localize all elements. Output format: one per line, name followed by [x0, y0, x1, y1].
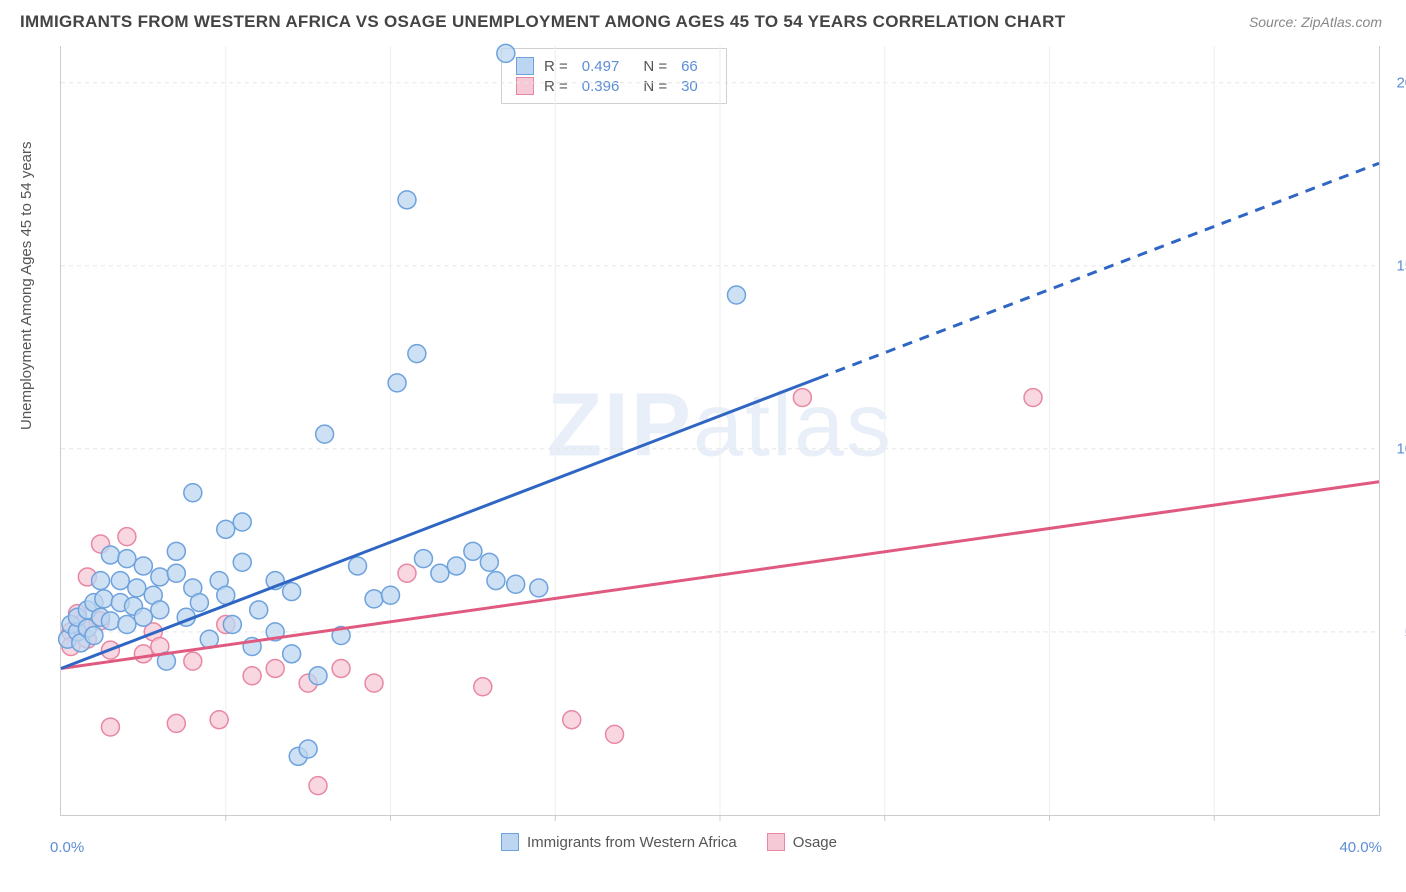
bottom-legend-label-s2: Osage: [793, 834, 837, 851]
legend-swatch-s2-bottom: [767, 833, 785, 851]
y-tick-label: 20.0%: [1384, 74, 1406, 91]
y-tick-label: 10.0%: [1384, 441, 1406, 458]
chart-title: IMMIGRANTS FROM WESTERN AFRICA VS OSAGE …: [20, 12, 1065, 32]
source-attribution: Source: ZipAtlas.com: [1249, 14, 1382, 30]
plot-area: ZIPatlas R = 0.497 N = 66 R = 0.396 N = …: [60, 46, 1380, 816]
y-tick-label: 15.0%: [1384, 258, 1406, 275]
bottom-legend-item-s2: Osage: [767, 833, 837, 851]
y-axis-title: Unemployment Among Ages 45 to 54 years: [18, 141, 35, 430]
x-axis-max-label: 40.0%: [1339, 839, 1382, 856]
chart-svg: [61, 46, 1379, 815]
bottom-legend-item-s1: Immigrants from Western Africa: [501, 833, 737, 851]
x-axis-min-label: 0.0%: [50, 839, 84, 856]
y-tick-label: 5.0%: [1384, 624, 1406, 641]
legend-swatch-s1-bottom: [501, 833, 519, 851]
bottom-legend: Immigrants from Western Africa Osage: [501, 833, 837, 851]
bottom-legend-label-s1: Immigrants from Western Africa: [527, 834, 737, 851]
